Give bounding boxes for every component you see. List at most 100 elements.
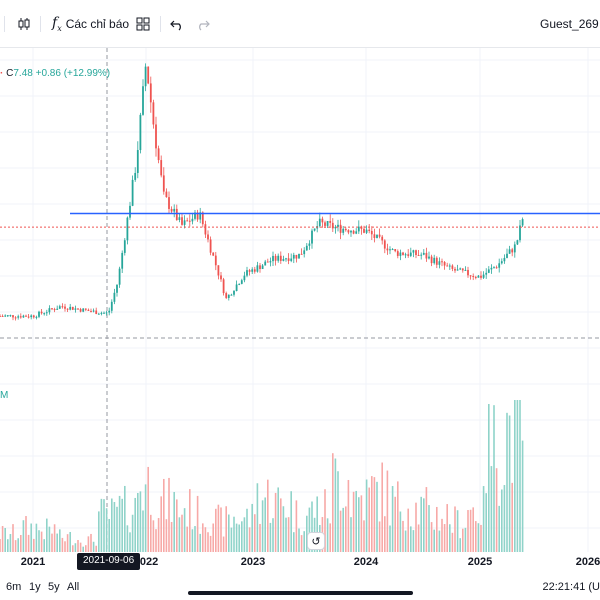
- candle-body: [160, 160, 163, 176]
- volume-bar: [108, 518, 110, 552]
- candle-body: [516, 240, 519, 245]
- volume-bar: [100, 498, 103, 552]
- volume-bar: [391, 486, 394, 552]
- candle-body: [66, 308, 69, 310]
- volume-bar: [272, 518, 274, 552]
- candle-body: [201, 212, 204, 225]
- volume-bar: [233, 516, 235, 552]
- candle-body: [355, 231, 358, 234]
- candle-body: [287, 258, 290, 261]
- volume-bar: [199, 533, 201, 552]
- candle-body: [134, 172, 137, 180]
- volume-bar: [189, 489, 191, 552]
- candle-body: [155, 124, 157, 149]
- candle-body: [277, 255, 280, 261]
- volume-bar: [168, 477, 170, 552]
- volume-bar: [228, 514, 230, 552]
- candle-body: [175, 208, 178, 220]
- price-chart[interactable]: [0, 48, 600, 566]
- candle-body: [58, 306, 61, 309]
- candle-body: [181, 217, 183, 225]
- x-tick-label: 2021: [20, 556, 46, 568]
- volume-bar: [394, 496, 396, 552]
- volume-bar: [339, 510, 342, 552]
- candle-body: [56, 308, 59, 310]
- candle-body: [521, 219, 524, 226]
- reset-chart-button[interactable]: ↺: [307, 532, 325, 550]
- candle-body: [1, 315, 4, 317]
- volume-bar: [363, 520, 365, 552]
- indicators-label: Các chỉ báo: [65, 17, 130, 31]
- candle-body: [381, 236, 384, 241]
- candle-body: [61, 306, 64, 308]
- volume-bar: [371, 476, 373, 552]
- range-all-button[interactable]: All: [67, 581, 80, 593]
- range-5y-button[interactable]: 5y: [48, 581, 60, 593]
- candle-body: [116, 284, 118, 293]
- volume-bar: [235, 523, 238, 552]
- volume-bar: [129, 532, 131, 552]
- candle-body: [409, 252, 412, 256]
- candle-body: [298, 253, 300, 259]
- candle-body: [456, 269, 459, 271]
- volume-bar: [0, 539, 1, 552]
- user-label[interactable]: Guest_269: [540, 17, 599, 31]
- volume-bar: [506, 412, 508, 552]
- volume-bar: [337, 471, 339, 552]
- volume-bar: [384, 516, 386, 552]
- x-tick-label: 2023: [240, 556, 266, 568]
- candle-body: [246, 270, 248, 276]
- time-axis[interactable]: 2021 2022 2023 2024 2025 2026: [0, 552, 600, 570]
- candle-body: [168, 197, 170, 209]
- horizontal-scrollbar[interactable]: [188, 591, 413, 595]
- candle-body: [136, 150, 139, 173]
- volume-bar: [368, 487, 370, 552]
- candle-body: [318, 218, 321, 227]
- volume-bar: [521, 440, 524, 552]
- layout-button[interactable]: [136, 14, 150, 34]
- candle-body: [370, 230, 373, 235]
- volume-bar: [360, 495, 363, 552]
- indicators-button[interactable]: fx Các chỉ báo: [52, 14, 129, 34]
- candle-body: [207, 234, 209, 240]
- volume-bar: [251, 503, 253, 552]
- volume-bar: [256, 483, 259, 552]
- volume-bar: [103, 499, 105, 552]
- candle-body: [433, 257, 436, 264]
- candle-body: [71, 306, 74, 310]
- volume-bar: [157, 518, 160, 552]
- candle-body: [459, 268, 462, 270]
- candle-body: [435, 257, 438, 265]
- volume-bar: [290, 491, 292, 552]
- candle-body: [383, 240, 386, 249]
- range-6m-button[interactable]: 6m: [6, 581, 22, 593]
- candle-body: [451, 265, 454, 269]
- chart-type-button[interactable]: [16, 14, 32, 34]
- undo-button[interactable]: [170, 14, 184, 34]
- volume-bars: [0, 400, 524, 552]
- legend-close-value: 7.48: [13, 68, 33, 79]
- candle-body: [438, 261, 441, 265]
- volume-bar: [464, 527, 467, 552]
- volume-bar: [254, 514, 256, 552]
- toolbar-separator: [4, 16, 5, 32]
- volume-bar: [451, 532, 454, 552]
- volume-bar: [490, 466, 493, 552]
- candle-body: [282, 259, 285, 261]
- volume-bar: [303, 531, 305, 552]
- candle-body: [170, 208, 173, 212]
- range-1y-button[interactable]: 1y: [29, 581, 41, 593]
- candle-body: [326, 220, 329, 226]
- volume-bar: [389, 525, 391, 552]
- candle-body: [103, 312, 105, 314]
- volume-bar: [493, 405, 495, 552]
- candle-body: [152, 102, 155, 125]
- candle-body: [386, 248, 389, 251]
- candle-body: [266, 261, 269, 263]
- volume-bar: [477, 523, 480, 552]
- volume-bar: [399, 511, 402, 552]
- candle-body: [472, 276, 475, 278]
- candle-body: [334, 226, 337, 229]
- redo-button[interactable]: [196, 14, 210, 34]
- candle-body: [256, 265, 259, 272]
